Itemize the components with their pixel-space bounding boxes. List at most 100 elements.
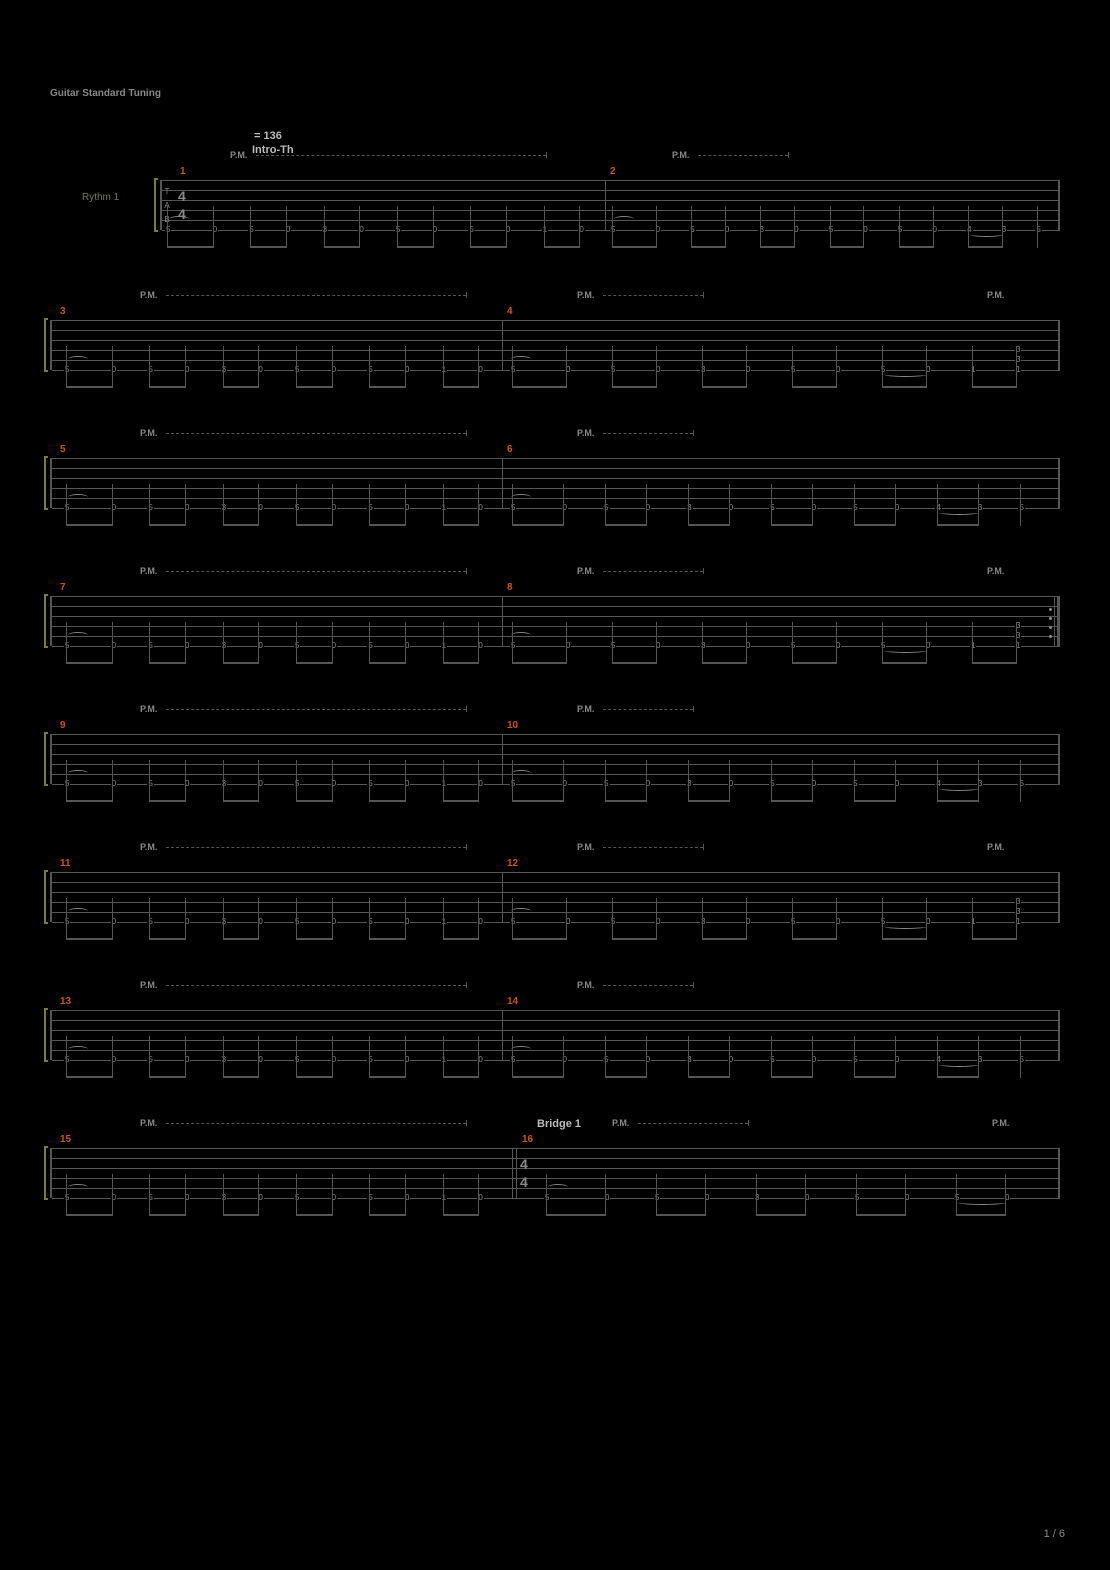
slide-mark bbox=[511, 908, 531, 914]
beam-group bbox=[324, 234, 361, 248]
palm-mute-line bbox=[603, 985, 693, 986]
fret-number: 5 bbox=[603, 780, 609, 788]
beam-group bbox=[512, 374, 567, 388]
fret-number: 3 bbox=[700, 918, 706, 926]
beam-group bbox=[369, 512, 406, 526]
system-bracket bbox=[44, 870, 48, 924]
barline-end bbox=[1058, 180, 1060, 230]
fret-number: 5 bbox=[852, 504, 858, 512]
palm-mute-label: P.M. bbox=[140, 704, 157, 714]
tie bbox=[939, 510, 979, 515]
beam-group bbox=[443, 788, 480, 802]
system-bracket bbox=[44, 1146, 48, 1200]
fret-number: 5 bbox=[510, 366, 516, 374]
fret-number: 5 bbox=[64, 504, 70, 512]
palm-mute-label: P.M. bbox=[577, 704, 594, 714]
bar-number: 16 bbox=[522, 1134, 533, 1145]
fret-number: 5 bbox=[1018, 780, 1024, 788]
beam-group bbox=[223, 374, 260, 388]
double-barline bbox=[512, 1148, 517, 1198]
barline bbox=[605, 180, 606, 230]
palm-mute-label: P.M. bbox=[987, 566, 1004, 576]
tab-staff: 7P.M.8P.M.P.M.50503050501050503050501331 bbox=[50, 596, 1060, 646]
tie bbox=[958, 1200, 1006, 1205]
palm-mute-line bbox=[166, 847, 466, 848]
fret-number: 5 bbox=[689, 226, 695, 234]
system-bracket bbox=[44, 318, 48, 372]
slide-mark bbox=[511, 1046, 531, 1052]
fret-number: 5 bbox=[367, 366, 373, 374]
beam-group bbox=[771, 1064, 813, 1078]
system-bracket bbox=[44, 732, 48, 786]
beam-group bbox=[605, 512, 647, 526]
beam-group bbox=[771, 512, 813, 526]
palm-mute-label: P.M. bbox=[577, 566, 594, 576]
fret-number: 5 bbox=[510, 780, 516, 788]
staff-system: 13P.M.14P.M.5050305050105050305050435 bbox=[50, 1010, 1060, 1060]
fret-number: 5 bbox=[1018, 1056, 1024, 1064]
fret-number: 5 bbox=[294, 780, 300, 788]
beam-group bbox=[443, 1202, 480, 1216]
fret-number: 5 bbox=[610, 366, 616, 374]
time-sig-bot: 4 bbox=[520, 1176, 528, 1188]
tempo: = 136 bbox=[254, 130, 282, 142]
fret-number: 5 bbox=[769, 504, 775, 512]
fret-number: 5 bbox=[1018, 504, 1024, 512]
beam-group bbox=[512, 788, 564, 802]
beam-group bbox=[443, 374, 480, 388]
palm-mute-line bbox=[166, 433, 466, 434]
fret-number: 5 bbox=[367, 1194, 373, 1202]
palm-mute-label: P.M. bbox=[987, 842, 1004, 852]
barline bbox=[502, 734, 503, 784]
fret-number: 3 bbox=[754, 1194, 760, 1202]
fret-number: 1 bbox=[441, 642, 447, 650]
fret-number: 5 bbox=[294, 642, 300, 650]
fret-number: 5 bbox=[165, 226, 171, 234]
beam-group bbox=[223, 788, 260, 802]
fret-number: 5 bbox=[367, 1056, 373, 1064]
fret-number: 1 bbox=[970, 918, 976, 926]
beam-group bbox=[149, 788, 186, 802]
bar-number: 1 bbox=[180, 166, 186, 177]
slide-mark bbox=[68, 494, 88, 500]
fret-number: 3 bbox=[221, 780, 227, 788]
beam-group bbox=[854, 1064, 896, 1078]
beam-group bbox=[167, 234, 214, 248]
slide-mark bbox=[68, 1046, 88, 1052]
beam-group bbox=[296, 926, 333, 940]
staff-system: 11P.M.12P.M.P.M.505030505010505030505013… bbox=[50, 872, 1060, 922]
palm-mute-label: P.M. bbox=[140, 980, 157, 990]
staff-system: 9P.M.10P.M.5050305050105050305050435 bbox=[50, 734, 1060, 784]
barline-end bbox=[1058, 872, 1060, 922]
beam-group bbox=[830, 234, 865, 248]
beam-group bbox=[369, 1064, 406, 1078]
fret-number: 5 bbox=[294, 1056, 300, 1064]
fret-number: 5 bbox=[147, 1194, 153, 1202]
beam-group bbox=[369, 926, 406, 940]
fret-number: 5 bbox=[654, 1194, 660, 1202]
beam-group bbox=[688, 788, 730, 802]
palm-mute-line bbox=[256, 155, 546, 156]
tab-staff: 9P.M.10P.M.5050305050105050305050435 bbox=[50, 734, 1060, 784]
fret-number: 3 bbox=[686, 1056, 692, 1064]
fret-number: 1 bbox=[970, 642, 976, 650]
bar-number: 3 bbox=[60, 306, 66, 317]
beam-group bbox=[66, 374, 113, 388]
fret-number: 5 bbox=[510, 1056, 516, 1064]
fret-number: 5 bbox=[395, 226, 401, 234]
beam-group bbox=[443, 1064, 480, 1078]
beam-group bbox=[149, 650, 186, 664]
tab-staff: 3P.M.4P.M.P.M.50503050501050503050501331 bbox=[50, 320, 1060, 370]
beam-group bbox=[612, 926, 657, 940]
fret-number: 5 bbox=[147, 918, 153, 926]
fret-number: 5 bbox=[64, 918, 70, 926]
beam-group bbox=[443, 512, 480, 526]
beam-group bbox=[149, 374, 186, 388]
beam-group bbox=[688, 512, 730, 526]
tab-staff: 11P.M.12P.M.P.M.505030505010505030505013… bbox=[50, 872, 1060, 922]
fret-number: 5 bbox=[147, 366, 153, 374]
beam-group bbox=[605, 1064, 647, 1078]
palm-mute-label: P.M. bbox=[612, 1118, 629, 1128]
staff-system: 5P.M.6P.M.5050305050105050305050435 bbox=[50, 458, 1060, 508]
page-number: 1 / 6 bbox=[1044, 1528, 1065, 1540]
